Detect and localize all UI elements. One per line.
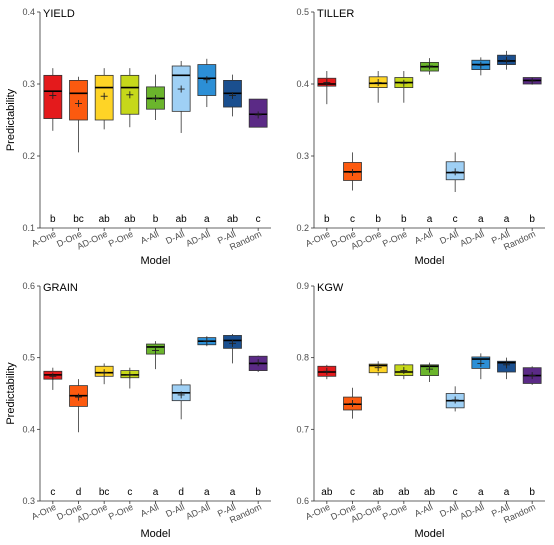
y-tick-label: 0.4 (296, 79, 309, 89)
y-tick-label: 0.5 (296, 7, 309, 17)
y-tick-label: 0.3 (296, 151, 309, 161)
significance-letter: d (76, 487, 82, 498)
significance-letter: a (504, 214, 510, 225)
significance-letter: c (127, 487, 132, 498)
significance-letter: ab (398, 487, 410, 498)
significance-letter: b (153, 214, 159, 225)
significance-letter: ab (424, 487, 436, 498)
x-axis-title: Model (415, 255, 445, 267)
y-axis-title: Predictability (5, 88, 17, 151)
panel-title: TILLER (317, 8, 354, 20)
y-tick-label: 0.6 (296, 496, 309, 506)
significance-letter: b (529, 487, 535, 498)
y-tick-label: 0.2 (22, 151, 35, 161)
significance-letter: a (204, 487, 210, 498)
y-tick-label: 0.3 (22, 79, 35, 89)
significance-letter: a (504, 487, 510, 498)
significance-letter: ab (176, 214, 188, 225)
panel-title: KGW (317, 282, 344, 294)
significance-letter: bc (99, 487, 110, 498)
significance-letter: c (350, 487, 355, 498)
y-tick-label: 0.3 (22, 496, 35, 506)
y-tick-label: 0.4 (22, 7, 35, 17)
significance-letter: b (375, 214, 381, 225)
significance-letter: b (401, 214, 407, 225)
significance-letter: a (153, 487, 159, 498)
significance-letter: c (50, 487, 55, 498)
y-tick-label: 0.6 (22, 281, 35, 291)
significance-letter: ab (227, 214, 239, 225)
y-tick-label: 0.1 (22, 223, 35, 233)
x-axis-title: Model (141, 255, 171, 267)
significance-letter: ab (373, 487, 385, 498)
y-tick-label: 0.7 (296, 424, 309, 434)
significance-letter: ab (321, 487, 333, 498)
significance-letter: a (478, 214, 484, 225)
x-axis-title: Model (141, 528, 171, 540)
significance-letter: c (256, 214, 261, 225)
significance-letter: a (427, 214, 433, 225)
significance-letter: b (324, 214, 330, 225)
significance-letter: a (478, 487, 484, 498)
y-axis-title: Predictability (5, 362, 17, 425)
significance-letter: c (350, 214, 355, 225)
y-tick-label: 0.8 (296, 353, 309, 363)
significance-letter: d (178, 487, 184, 498)
significance-letter: ab (124, 214, 136, 225)
significance-letter: b (529, 214, 535, 225)
panel-title: GRAIN (43, 282, 78, 294)
significance-letter: ab (99, 214, 111, 225)
panel-title: YIELD (43, 8, 75, 20)
significance-letter: a (230, 487, 236, 498)
y-tick-label: 0.9 (296, 281, 309, 291)
significance-letter: c (453, 487, 458, 498)
y-tick-label: 0.5 (22, 353, 35, 363)
significance-letter: a (204, 214, 210, 225)
y-tick-label: 0.4 (22, 424, 35, 434)
significance-letter: b (50, 214, 56, 225)
significance-letter: bc (73, 214, 84, 225)
x-axis-title: Model (415, 528, 445, 540)
y-tick-label: 0.2 (296, 223, 309, 233)
significance-letter: b (255, 487, 261, 498)
significance-letter: c (453, 214, 458, 225)
